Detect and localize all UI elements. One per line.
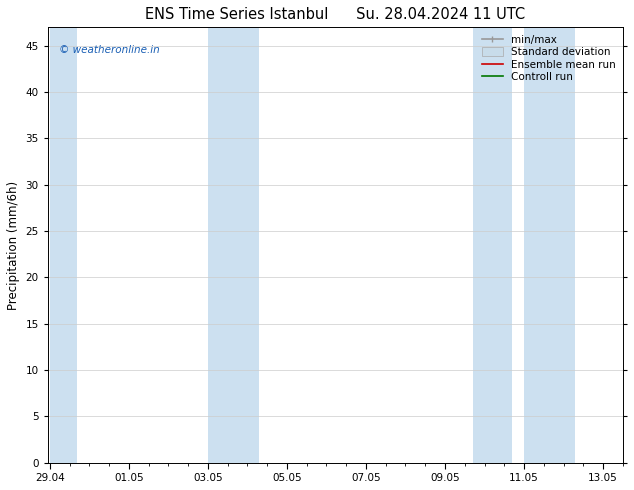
Bar xyxy=(524,27,576,463)
Text: © weatheronline.in: © weatheronline.in xyxy=(60,45,160,55)
Title: ENS Time Series Istanbul      Su. 28.04.2024 11 UTC: ENS Time Series Istanbul Su. 28.04.2024 … xyxy=(145,7,526,22)
Bar xyxy=(208,27,259,463)
Bar xyxy=(49,27,77,463)
Y-axis label: Precipitation (mm/6h): Precipitation (mm/6h) xyxy=(7,180,20,310)
Legend: min/max, Standard deviation, Ensemble mean run, Controll run: min/max, Standard deviation, Ensemble me… xyxy=(479,32,618,84)
Bar xyxy=(473,27,512,463)
